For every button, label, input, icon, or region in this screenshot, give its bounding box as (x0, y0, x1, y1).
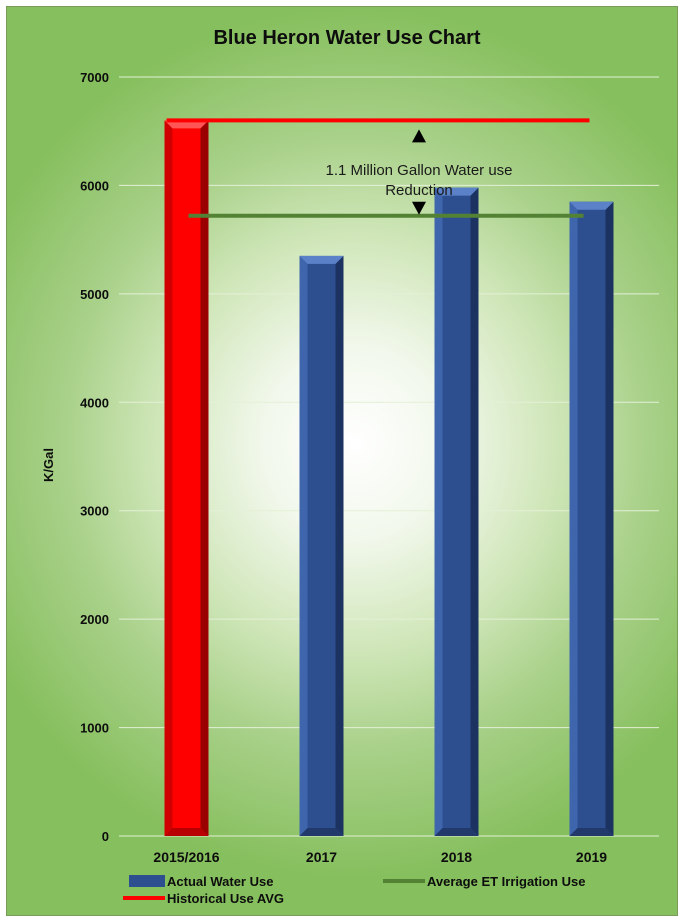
bar-left-bevel (434, 187, 443, 836)
water-use-chart: Blue Heron Water Use Chart 1.1 Million G… (41, 27, 659, 906)
bar (569, 201, 614, 836)
legend-swatch-bar (129, 875, 165, 887)
bar-bottom-bevel (434, 828, 479, 836)
y-tick-label: 2000 (80, 612, 109, 627)
legend-label: Actual Water Use (167, 874, 273, 889)
x-tick-label: 2015/2016 (153, 849, 219, 865)
annotation-text-line-1: 1.1 Million Gallon Water use (325, 162, 512, 179)
bar (299, 255, 344, 836)
bar-right-bevel (335, 255, 344, 836)
bar-bottom-bevel (299, 828, 344, 836)
annotation-text-line-2: Reduction (385, 182, 453, 199)
line-layer (166, 118, 590, 218)
bar-left-bevel (569, 201, 578, 836)
chart-title: Blue Heron Water Use Chart (213, 27, 480, 49)
chart-frame: Blue Heron Water Use Chart 1.1 Million G… (6, 6, 678, 916)
bar-right-bevel (605, 201, 614, 836)
x-tick-label: 2018 (441, 849, 472, 865)
y-axis-label: K/Gal (41, 448, 56, 482)
y-tick-label: 5000 (80, 287, 109, 302)
up-arrow-icon (412, 129, 426, 143)
bar-right-bevel (470, 187, 479, 836)
annotation-layer: 1.1 Million Gallon Water use Reduction (325, 129, 513, 215)
down-arrow-icon (412, 201, 426, 215)
bar (164, 120, 209, 836)
bar (434, 187, 479, 836)
y-tick-label: 7000 (80, 70, 109, 85)
y-tick-label: 4000 (80, 395, 109, 410)
y-tick-label: 0 (102, 829, 109, 844)
legend-item-average-et: Average ET Irrigation Use (383, 874, 585, 889)
y-tick-label: 3000 (80, 504, 109, 519)
axis-layer: 0 1000 2000 3000 4000 5000 6000 7000 2015/2016 20… (80, 70, 607, 865)
y-tick-label: 6000 (80, 178, 109, 193)
bar-right-bevel (200, 120, 209, 836)
legend: Actual Water Use Average ET Irrigation Us… (123, 874, 585, 906)
bar-bottom-bevel (164, 828, 209, 836)
legend-label: Historical Use AVG (167, 891, 284, 906)
legend-item-actual-water-use: Actual Water Use (129, 874, 273, 889)
x-tick-label: 2019 (576, 849, 607, 865)
bar-top-bevel (569, 201, 614, 210)
x-tick-label: 2017 (306, 849, 337, 865)
bar-left-bevel (299, 255, 308, 836)
legend-item-historical-use-avg: Historical Use AVG (123, 891, 284, 906)
bar-top-bevel (434, 187, 479, 196)
bar-layer (164, 120, 614, 836)
bar-bottom-bevel (569, 828, 614, 836)
grid-layer (119, 76, 659, 837)
legend-label: Average ET Irrigation Use (427, 874, 585, 889)
bar-top-bevel (299, 255, 344, 264)
bar-left-bevel (164, 120, 173, 836)
y-tick-label: 1000 (80, 721, 109, 736)
